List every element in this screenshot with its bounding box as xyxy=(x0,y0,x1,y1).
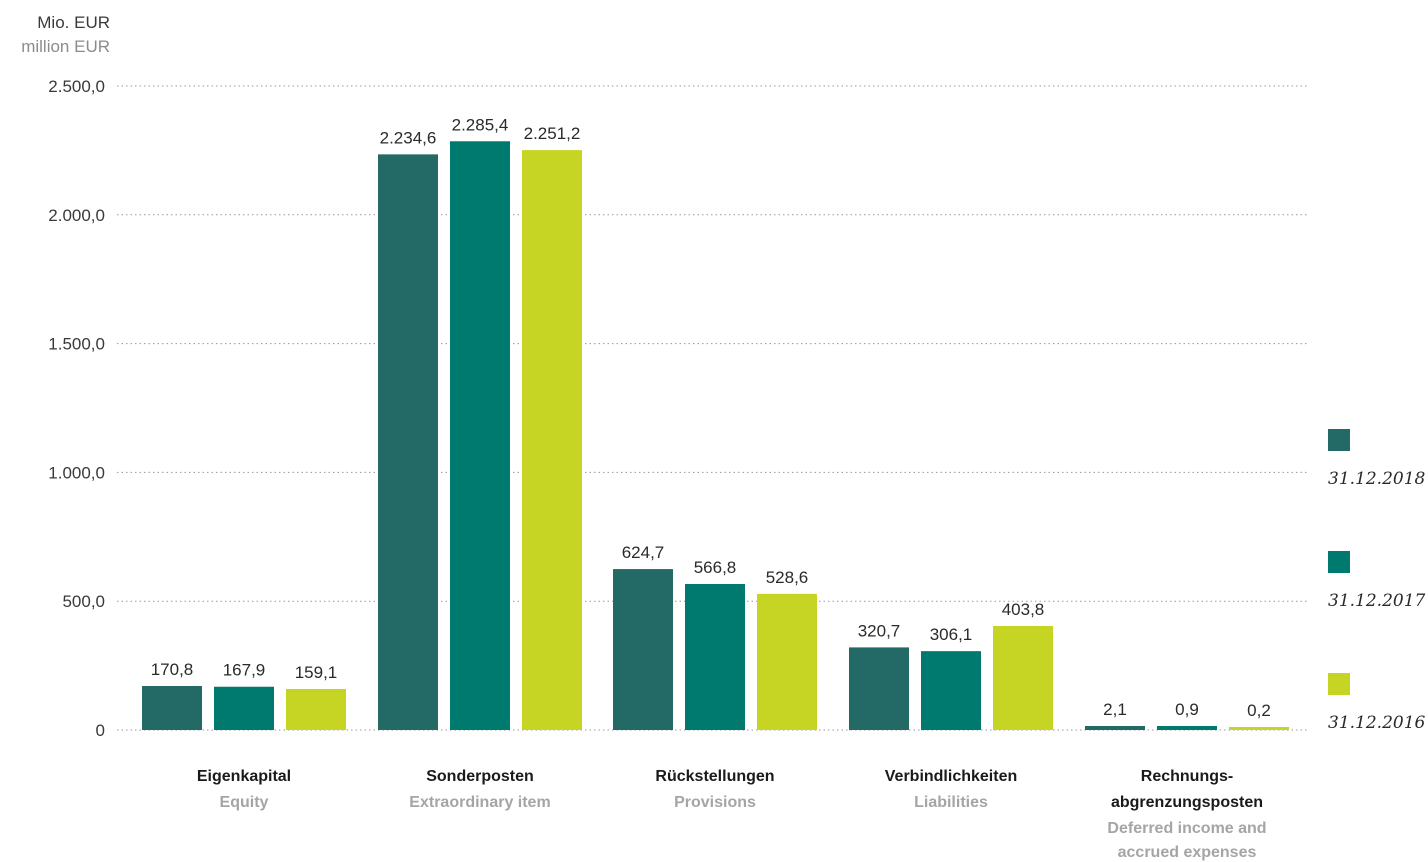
value-label: 0,9 xyxy=(1175,700,1199,719)
category-label: Sonderposten xyxy=(426,768,534,785)
value-label: 624,7 xyxy=(622,543,665,562)
category-label-en: Deferred income and xyxy=(1107,820,1266,837)
value-label: 2.234,6 xyxy=(380,128,437,147)
bar xyxy=(685,583,745,730)
y-axis-ticks: 0 500,0 1.000,0 1.500,0 2.000,0 2.500,0 xyxy=(48,77,105,740)
y-tick-label: 0 xyxy=(96,721,105,740)
bar xyxy=(378,154,438,730)
bars xyxy=(142,141,1289,731)
bar xyxy=(1157,726,1217,730)
bar xyxy=(522,150,582,730)
y-tick-label: 500,0 xyxy=(62,592,105,611)
unit-label-en: million EUR xyxy=(21,37,110,56)
legend: 31.12.2018 31.12.2017 31.12.2016 xyxy=(1328,429,1426,733)
value-label: 320,7 xyxy=(858,621,901,640)
bar xyxy=(450,141,510,731)
y-tick-label: 2.000,0 xyxy=(48,206,105,225)
legend-label: 31.12.2017 xyxy=(1328,591,1426,611)
value-label: 528,6 xyxy=(766,568,809,587)
legend-swatch xyxy=(1328,673,1350,695)
legend-swatch xyxy=(1328,429,1350,451)
bar xyxy=(1229,727,1289,730)
bar xyxy=(613,569,673,730)
bar xyxy=(214,686,274,730)
category-label-en: Extraordinary item xyxy=(409,794,550,811)
bar xyxy=(757,593,817,730)
bar xyxy=(1085,726,1145,730)
value-label: 2,1 xyxy=(1103,700,1127,719)
value-label: 2.285,4 xyxy=(452,115,509,134)
y-tick-label: 2.500,0 xyxy=(48,77,105,96)
category-label: Eigenkapital xyxy=(197,768,291,785)
category-label-en: Liabilities xyxy=(914,794,988,811)
value-label: 2.251,2 xyxy=(524,124,581,143)
value-label: 306,1 xyxy=(930,625,973,644)
value-labels: 170,8 2.234,6 624,7 320,7 2,1 167,9 2.285,4 566… xyxy=(151,115,1271,720)
category-label: Rechnungs- xyxy=(1141,768,1233,785)
value-label: 566,8 xyxy=(694,558,737,577)
category-labels: Eigenkapital Equity Sonderposten Extraordin… xyxy=(197,768,1267,861)
bar xyxy=(849,647,909,730)
category-label: abgrenzungsposten xyxy=(1111,794,1263,811)
value-label: 167,9 xyxy=(223,661,266,680)
y-tick-label: 1.500,0 xyxy=(48,335,105,354)
bar xyxy=(142,686,202,730)
category-label-en: accrued expenses xyxy=(1118,844,1257,861)
value-label: 403,8 xyxy=(1002,600,1045,619)
bar xyxy=(286,689,346,730)
unit-label: Mio. EUR xyxy=(37,13,110,32)
category-label-en: Equity xyxy=(220,794,269,811)
category-label: Rückstellungen xyxy=(655,768,774,785)
value-label: 0,2 xyxy=(1247,701,1271,720)
legend-label: 31.12.2016 xyxy=(1328,713,1426,733)
value-label: 159,1 xyxy=(295,663,338,682)
legend-label: 31.12.2018 xyxy=(1328,469,1426,489)
category-label: Verbindlichkeiten xyxy=(885,768,1017,785)
bar xyxy=(993,625,1053,730)
category-label-en: Provisions xyxy=(674,794,756,811)
bar xyxy=(921,651,981,730)
y-tick-label: 1.000,0 xyxy=(48,463,105,482)
legend-swatch xyxy=(1328,551,1350,573)
value-label: 170,8 xyxy=(151,660,194,679)
